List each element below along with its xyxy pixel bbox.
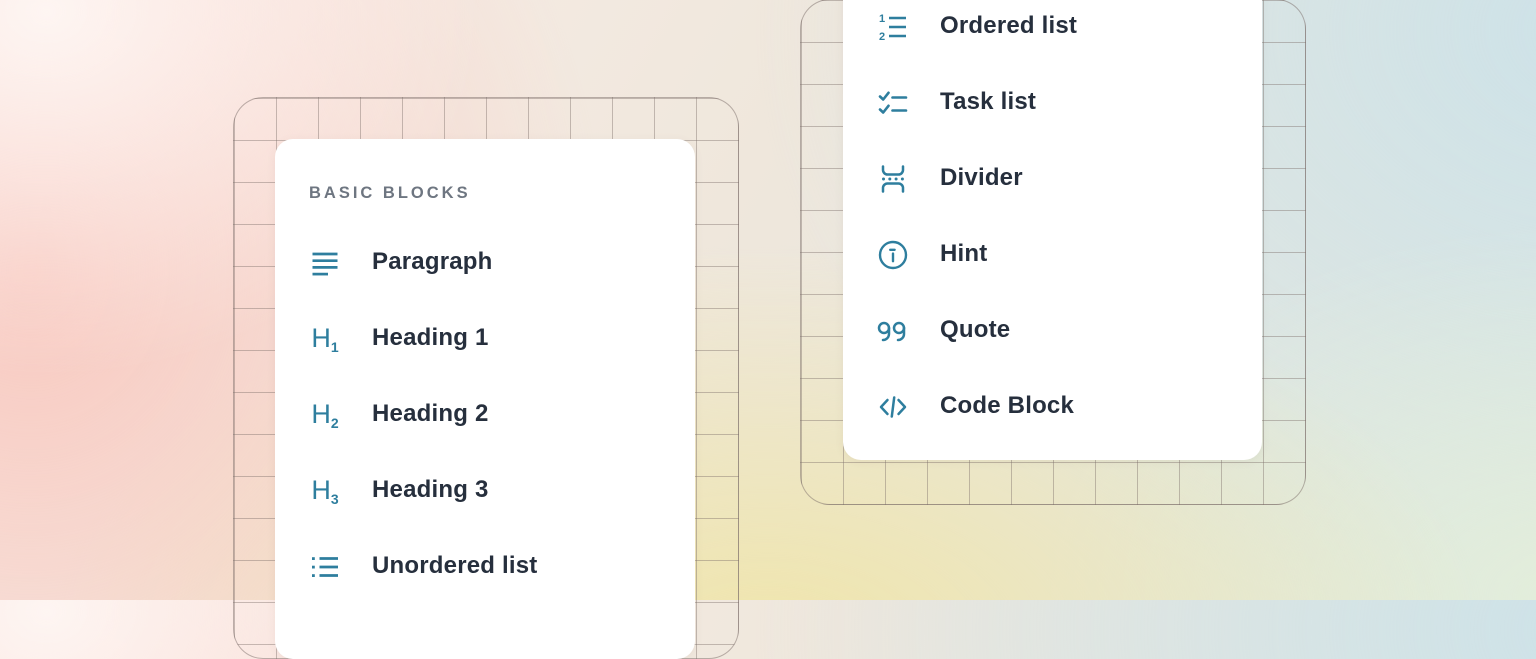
menu-item-label: Ordered list [940,12,1078,39]
menu-item-unordered-list[interactable]: Unordered list [275,529,695,605]
svg-text:2: 2 [879,31,885,42]
blocks-rows: 1 2 Ordered list Task list [843,0,1262,445]
menu-item-heading-2[interactable]: H2 Heading 2 [275,377,695,453]
menu-item-ordered-list[interactable]: 1 2 Ordered list [843,0,1262,65]
blocks-menu-continued: 1 2 Ordered list Task list [843,0,1262,460]
basic-blocks-menu: BASIC BLOCKS Paragraph H1 Heading 1 H2 H… [275,139,695,659]
menu-item-hint[interactable]: Hint [843,217,1262,293]
task-list-icon [876,86,910,120]
menu-item-label: Heading 3 [372,476,489,503]
menu-item-label: Heading 2 [372,400,489,427]
heading-2-icon: H2 [311,398,339,431]
hint-icon [876,238,910,272]
ordered-list-icon: 1 2 [876,10,910,44]
menu-item-label: Divider [940,164,1023,191]
basic-blocks-title: BASIC BLOCKS [309,184,471,202]
menu-item-label: Heading 1 [372,324,489,351]
svg-text:1: 1 [879,13,885,25]
menu-item-task-list[interactable]: Task list [843,65,1262,141]
menu-item-label: Quote [940,316,1011,343]
unordered-list-icon [308,550,342,584]
menu-item-label: Code Block [940,392,1075,419]
basic-blocks-rows: Paragraph H1 Heading 1 H2 Heading 2 H3 H… [275,225,695,605]
menu-item-label: Task list [940,88,1037,115]
code-block-icon [876,390,910,424]
menu-item-quote[interactable]: Quote [843,293,1262,369]
menu-item-code-block[interactable]: Code Block [843,369,1262,445]
heading-3-icon: H3 [311,474,339,507]
menu-item-label: Unordered list [372,552,538,579]
menu-item-heading-1[interactable]: H1 Heading 1 [275,301,695,377]
quote-icon [876,314,910,348]
menu-item-paragraph[interactable]: Paragraph [275,225,695,301]
menu-item-label: Hint [940,240,988,267]
menu-item-label: Paragraph [372,248,493,275]
menu-item-heading-3[interactable]: H3 Heading 3 [275,453,695,529]
menu-item-divider[interactable]: Divider [843,141,1262,217]
heading-1-icon: H1 [311,322,339,355]
paragraph-icon [308,246,342,280]
divider-icon [876,162,910,196]
